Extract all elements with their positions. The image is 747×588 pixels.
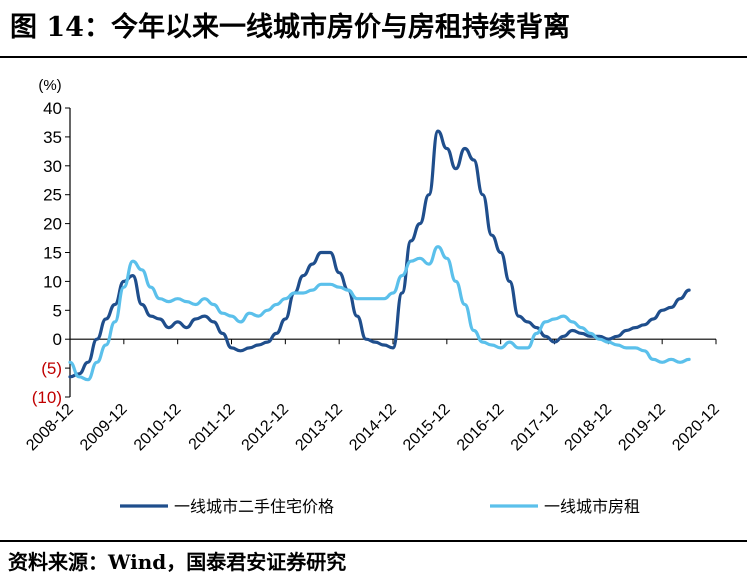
x-tick-label: 2008-12 — [23, 401, 77, 455]
y-axis-ticks: 40 35 30 25 20 15 10 5 0 (5) (10) — [32, 99, 70, 407]
figure-title: 图 14：今年以来一线城市房价与房租持续背离 — [10, 12, 570, 43]
y-tick-label: 15 — [43, 244, 62, 263]
x-tick-label: 2016-12 — [454, 401, 508, 455]
y-tick-label: (5) — [41, 359, 62, 378]
x-tick-label: 2019-12 — [615, 401, 669, 455]
x-tick-label: 2014-12 — [346, 401, 400, 455]
x-tick-label: 2009-12 — [77, 401, 131, 455]
series-line-housing-price — [68, 129, 691, 379]
x-tick-label: 2015-12 — [400, 401, 454, 455]
y-tick-label: 5 — [53, 301, 62, 320]
y-tick-label: 30 — [43, 157, 62, 176]
x-tick-label: 2017-12 — [508, 401, 562, 455]
y-tick-label: 10 — [43, 272, 62, 291]
chart-series — [68, 129, 691, 382]
x-tick-label: 2013-12 — [292, 401, 346, 455]
y-tick-label: 20 — [43, 215, 62, 234]
x-tick-label: 2010-12 — [131, 401, 185, 455]
x-tick-label: 2012-12 — [239, 401, 293, 455]
y-tick-label: 25 — [43, 186, 62, 205]
x-tick-label: 2011-12 — [186, 401, 239, 454]
chart-legend: 一线城市二手住宅价格 一线城市房租 — [120, 497, 640, 516]
y-axis-unit-label: (%) — [38, 77, 61, 94]
x-tick-label: 2018-12 — [562, 401, 616, 455]
chart-axes: (%) — [38, 77, 716, 397]
y-tick-label: (10) — [32, 388, 62, 407]
y-tick-label: 35 — [43, 128, 62, 147]
line-chart: (%) 40 35 30 25 20 15 10 5 0 (5) (10) 2008-12 2009-… — [23, 77, 723, 516]
bottom-rule — [0, 540, 747, 542]
legend-label-housing-price: 一线城市二手住宅价格 — [174, 497, 334, 516]
x-axis-ticks: 2008-12 2009-12 2010-12 2011-12 2012-12 2013-… — [23, 339, 723, 454]
legend-label-rent: 一线城市房租 — [544, 497, 640, 516]
source-note: 资料来源：Wind，国泰君安证券研究 — [8, 550, 347, 574]
series-line-rent — [68, 245, 691, 382]
y-tick-label: 0 — [53, 330, 62, 349]
y-tick-label: 40 — [43, 99, 62, 118]
x-tick-label: 2020-12 — [669, 401, 723, 455]
top-rule — [0, 56, 747, 58]
